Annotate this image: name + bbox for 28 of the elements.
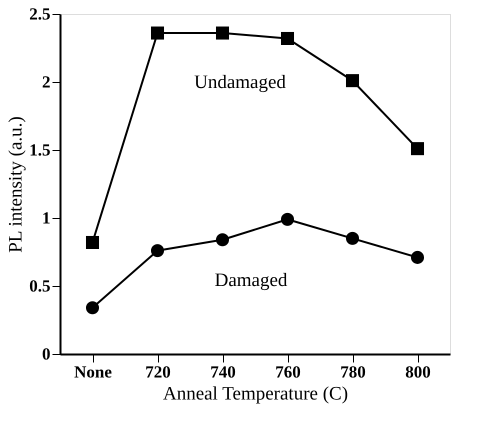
y-tick-label: 0 [42,344,50,364]
x-tick-label: 740 [210,362,236,382]
series-label: Damaged [214,270,288,291]
point [346,232,360,245]
series-label: Undamaged [194,72,286,93]
x-tick-label: 780 [340,362,366,382]
point [150,244,164,258]
x-tick-label: 760 [275,362,301,382]
point [280,32,294,45]
point [216,233,230,246]
point [346,74,360,88]
x-axis-title: Anneal Temperature (C) [162,384,348,404]
y-tick-label: 0.5 [29,276,50,296]
x-tick-label: None [74,362,112,382]
y-tick-label: 2 [42,72,50,92]
point [150,26,164,40]
point [216,26,230,40]
point [410,250,424,264]
point [86,301,100,314]
point [280,212,294,226]
y-tick-label: 1 [42,208,50,228]
y-axis-title: PL intensity (a.u.) [5,116,26,253]
point [86,236,100,249]
y-tick-label: 2.5 [29,4,50,24]
point [410,142,424,156]
y-tick-label: 1.5 [29,140,50,160]
x-tick-label: 720 [145,362,171,382]
x-tick-label: 800 [405,362,431,382]
